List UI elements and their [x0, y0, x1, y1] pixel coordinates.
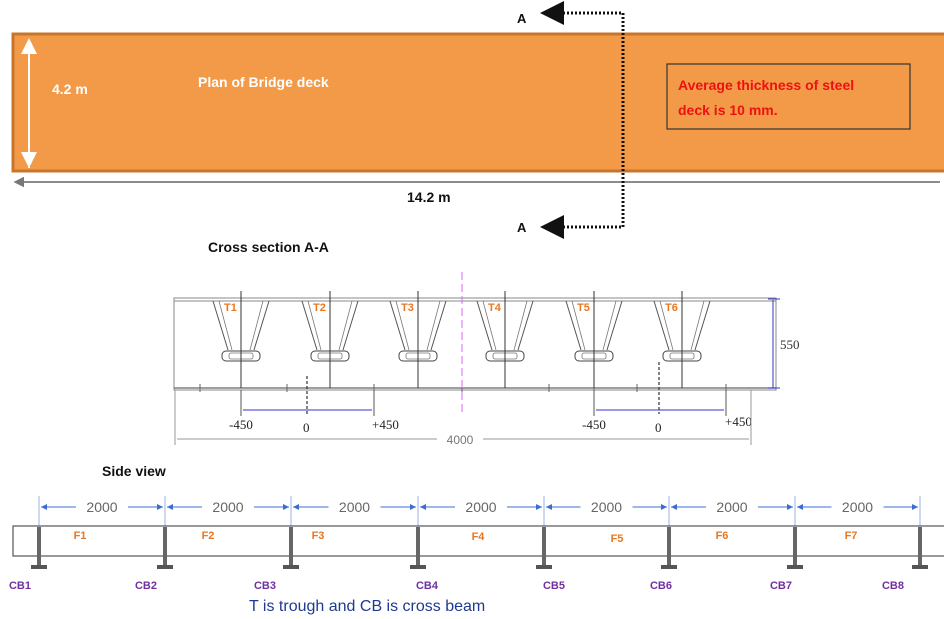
cross-beam-flange: [661, 565, 677, 569]
trough-label: T3: [401, 302, 414, 314]
span-label: 2000: [465, 499, 496, 515]
section-marker-bottom: A: [517, 220, 527, 235]
span-label: 2000: [212, 499, 243, 515]
span-label: 2000: [842, 499, 873, 515]
deck-width-label: 4.2 m: [52, 81, 88, 97]
trough-label: T6: [665, 302, 678, 314]
cross-beam-flange: [31, 565, 47, 569]
fields: F1 F2 F3 F4 F5 F6 F7: [74, 530, 858, 545]
trough-web: [301, 300, 359, 351]
deck-plan: [11, 32, 944, 173]
trough-web-inner: [659, 300, 705, 351]
field-label: F7: [845, 530, 858, 542]
thickness-note-line1: Average thickness of steel: [678, 77, 854, 93]
span-dim-arrow: [661, 504, 667, 510]
cross-beam-web: [289, 527, 293, 567]
side-view-title: Side view: [102, 463, 166, 479]
field-label: F4: [472, 531, 486, 543]
cross-beam-label: CB3: [254, 580, 276, 592]
span-dim-arrow: [546, 504, 552, 510]
cross-section-frame: [173, 297, 777, 391]
trough-label: T4: [488, 302, 502, 314]
cross-beam-flange: [536, 565, 552, 569]
thickness-note-box: [666, 63, 911, 130]
width-label: 4000: [447, 433, 474, 447]
trough-web-inner: [307, 300, 353, 351]
cross-beam-label: CB2: [135, 580, 157, 592]
span-dim-arrow: [420, 504, 426, 510]
cross-beam-web: [542, 527, 546, 567]
span-label: 2000: [86, 499, 117, 515]
height-label: 550: [780, 337, 800, 352]
span-dim-arrow: [293, 504, 299, 510]
cross-beam-flange: [283, 565, 299, 569]
cross-beam-web: [37, 527, 41, 567]
cross-section-title: Cross section A-A: [208, 239, 329, 255]
span-label: 2000: [339, 499, 370, 515]
trough-web: [565, 300, 623, 351]
deck-length-label: 14.2 m: [407, 189, 451, 205]
trough-web: [389, 300, 447, 351]
cross-beam-label: CB6: [650, 580, 672, 592]
section-marker-top: A: [517, 11, 527, 26]
cross-beam-web: [918, 527, 922, 567]
cross-beam-label: CB5: [543, 580, 565, 592]
field-label: F6: [716, 530, 729, 542]
cross-beam-web: [163, 527, 167, 567]
trough-web-inner: [218, 300, 264, 351]
thickness-note-line2: deck is 10 mm.: [678, 102, 778, 118]
span-dim-arrow: [41, 504, 47, 510]
cross-beam-web: [416, 527, 420, 567]
trough-web: [212, 300, 270, 351]
cross-beam-label: CB4: [416, 580, 439, 592]
trough-web-inner: [571, 300, 617, 351]
cross-beam-label: CB7: [770, 580, 792, 592]
cross-beam-flange: [912, 565, 928, 569]
field-label: F3: [312, 530, 325, 542]
offset-right-plus: +450: [725, 414, 752, 429]
offset-left-minus: -450: [229, 417, 253, 432]
offset-left-plus: +450: [372, 417, 399, 432]
cross-beam-flange: [410, 565, 426, 569]
span-dim-arrow: [671, 504, 677, 510]
span-dim-arrow: [536, 504, 542, 510]
troughs: T1 T2 T3 T4 T5 T6: [212, 291, 711, 388]
trough-web: [476, 300, 534, 351]
cross-beam-web: [793, 527, 797, 567]
trough-web-inner: [395, 300, 441, 351]
trough-label: T1: [224, 302, 237, 314]
cross-beam-flange: [787, 565, 803, 569]
field-label: F2: [202, 530, 215, 542]
span-label: 2000: [716, 499, 747, 515]
trough-label: T5: [577, 302, 590, 314]
field-label: F5: [611, 533, 624, 545]
offset-left-zero: 0: [303, 420, 310, 435]
cross-beam-label: CB8: [882, 580, 904, 592]
cross-beam-web: [667, 527, 671, 567]
cross-beam-flange: [157, 565, 173, 569]
span-dim-arrow: [912, 504, 918, 510]
span-dim-arrow: [797, 504, 803, 510]
span-dim-arrow: [167, 504, 173, 510]
offset-right-minus: -450: [582, 417, 606, 432]
field-label: F1: [74, 530, 87, 542]
span-dim-arrow: [787, 504, 793, 510]
span-dims: 2000 2000 2000 2000 2000 2000 2000: [38, 496, 921, 526]
cross-beams: CB1 CB2 CB3 CB4 CB5 CB6 CB7 CB8: [9, 527, 928, 592]
span-dim-arrow: [410, 504, 416, 510]
span-dim-arrow: [283, 504, 289, 510]
trough-web: [653, 300, 711, 351]
plan-title: Plan of Bridge deck: [198, 74, 329, 90]
caption: T is trough and CB is cross beam: [249, 598, 485, 615]
offset-right-zero: 0: [655, 420, 662, 435]
trough-label: T2: [313, 302, 326, 314]
side-girder: [12, 525, 944, 557]
trough-web-inner: [482, 300, 528, 351]
cross-beam-label: CB1: [9, 580, 31, 592]
span-dim-arrow: [157, 504, 163, 510]
span-label: 2000: [591, 499, 622, 515]
